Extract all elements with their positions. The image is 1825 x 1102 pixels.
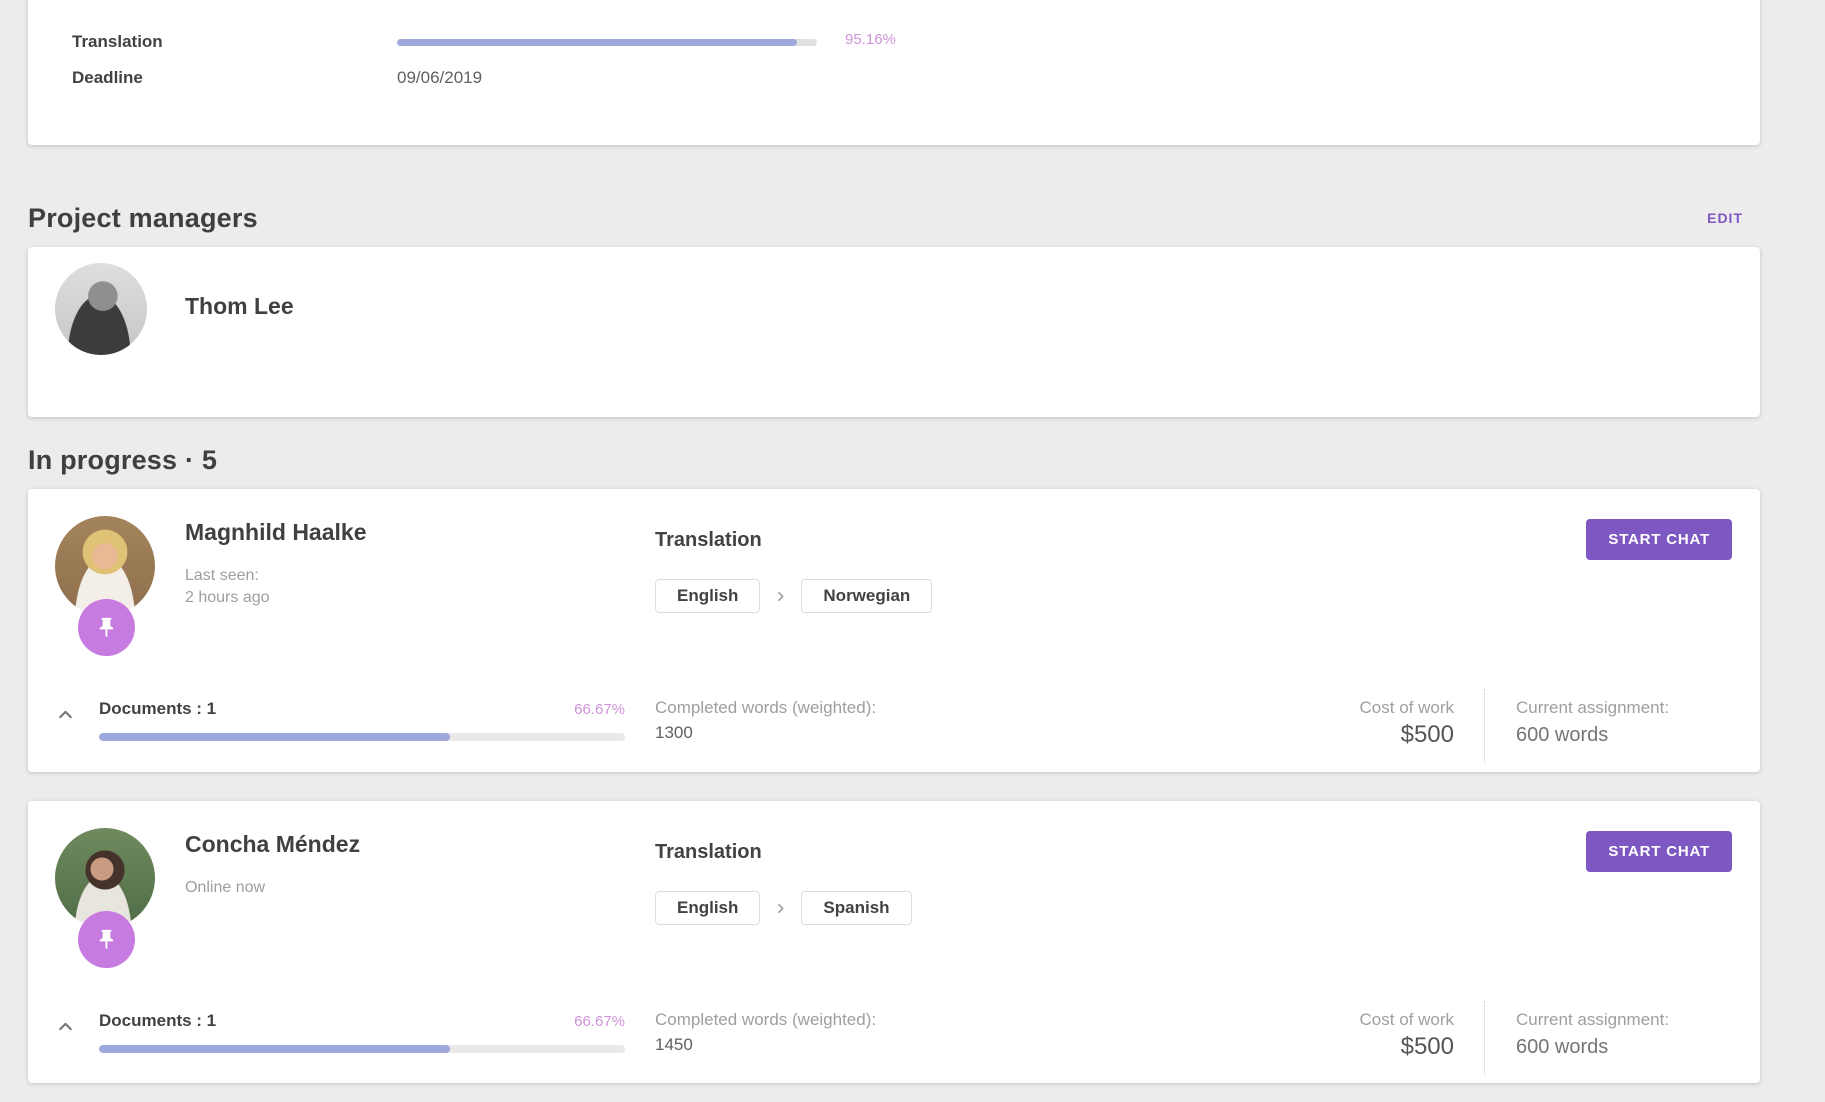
- summary-card: Translation 95.16% Deadline 09/06/2019: [28, 0, 1760, 145]
- assignee-card: Magnhild Haalke Last seen: 2 hours ago T…: [28, 489, 1760, 772]
- chevron-right-icon: [774, 902, 787, 915]
- avatar: [55, 263, 147, 355]
- translation-progress-bar: [397, 39, 817, 46]
- cost-of-work-value: $500: [1400, 721, 1454, 748]
- status-line: Last seen:: [185, 567, 259, 584]
- collapse-documents-button[interactable]: [52, 1013, 78, 1039]
- chevron-up-icon: [58, 710, 72, 718]
- documents-progress-section: Documents : 1 66.67%: [99, 697, 625, 741]
- target-language-chip: Norwegian: [801, 579, 933, 613]
- job-title: Translation: [655, 841, 762, 863]
- translation-progress-fill: [397, 39, 797, 46]
- pin-badge: [78, 911, 135, 968]
- current-assignment-stat: Current assignment: 600 words: [1516, 1008, 1669, 1062]
- pushpin-icon: [99, 617, 114, 638]
- assignee-name: Magnhild Haalke: [185, 519, 367, 545]
- current-assignment-value: 600 words: [1516, 1036, 1609, 1058]
- chevron-up-icon: [58, 1022, 72, 1030]
- stat-divider: [1484, 689, 1485, 763]
- stat-divider: [1484, 1001, 1485, 1075]
- assignee-status: Last seen: 2 hours ago: [185, 565, 270, 609]
- completed-words-label: Completed words (weighted):: [655, 1010, 877, 1029]
- job-title: Translation: [655, 529, 762, 551]
- status-line: 2 hours ago: [185, 589, 270, 606]
- completed-words-stat: Completed words (weighted): 1450: [655, 1008, 876, 1058]
- cost-of-work-label: Cost of work: [1359, 698, 1454, 717]
- cost-of-work-value: $500: [1400, 1033, 1454, 1060]
- documents-progress-fill: [99, 733, 450, 741]
- start-chat-button[interactable]: START CHAT: [1586, 519, 1732, 560]
- pin-badge: [78, 599, 135, 656]
- current-assignment-stat: Current assignment: 600 words: [1516, 696, 1669, 750]
- completed-words-label: Completed words (weighted):: [655, 698, 877, 717]
- completed-words-value: 1300: [655, 723, 693, 742]
- documents-label: Documents : 1: [99, 699, 217, 718]
- assignee-card: Concha Méndez Online now Translation Eng…: [28, 801, 1760, 1083]
- translation-progress-percent: 95.16%: [845, 31, 896, 48]
- cost-of-work-label: Cost of work: [1359, 1010, 1454, 1029]
- source-language-chip: English: [655, 579, 761, 613]
- status-line: Online now: [185, 879, 266, 896]
- manager-name: Thom Lee: [185, 293, 294, 319]
- completed-words-value: 1450: [655, 1035, 693, 1054]
- current-assignment-label: Current assignment:: [1516, 1010, 1670, 1029]
- documents-percent: 66.67%: [574, 701, 625, 718]
- deadline-label: Deadline: [72, 68, 143, 87]
- assignee-name: Concha Méndez: [185, 831, 361, 857]
- edit-button[interactable]: EDIT: [1707, 210, 1743, 226]
- documents-progress-fill: [99, 1045, 450, 1053]
- page: Translation 95.16% Deadline 09/06/2019 P…: [28, 0, 1760, 1083]
- deadline-value: 09/06/2019: [397, 68, 483, 87]
- documents-progress-section: Documents : 1 66.67%: [99, 1009, 625, 1053]
- assignee-status: Online now: [185, 877, 265, 899]
- documents-label: Documents : 1: [99, 1011, 217, 1030]
- project-managers-header: Project managers EDIT: [28, 203, 1760, 233]
- project-managers-title: Project managers: [28, 202, 258, 233]
- current-assignment-value: 600 words: [1516, 724, 1609, 746]
- target-language-chip: Spanish: [801, 891, 912, 925]
- cost-of-work-stat: Cost of work $500: [1360, 696, 1454, 750]
- current-assignment-label: Current assignment:: [1516, 698, 1670, 717]
- documents-progress-bar: [99, 733, 625, 741]
- source-language-chip: English: [655, 891, 761, 925]
- pushpin-icon: [99, 929, 114, 950]
- start-chat-button[interactable]: START CHAT: [1586, 831, 1732, 872]
- language-pair: English Spanish: [655, 891, 912, 925]
- summary-translation-label: Translation: [72, 32, 163, 51]
- cost-of-work-stat: Cost of work $500: [1360, 1008, 1454, 1062]
- collapse-documents-button[interactable]: [52, 701, 78, 727]
- project-managers-card: Thom Lee: [28, 247, 1760, 417]
- in-progress-title: In progress · 5: [28, 444, 218, 475]
- language-pair: English Norwegian: [655, 579, 933, 613]
- documents-percent: 66.67%: [574, 1013, 625, 1030]
- chevron-right-icon: [774, 590, 787, 603]
- in-progress-header: In progress · 5: [28, 445, 1760, 475]
- documents-progress-bar: [99, 1045, 625, 1053]
- completed-words-stat: Completed words (weighted): 1300: [655, 696, 876, 746]
